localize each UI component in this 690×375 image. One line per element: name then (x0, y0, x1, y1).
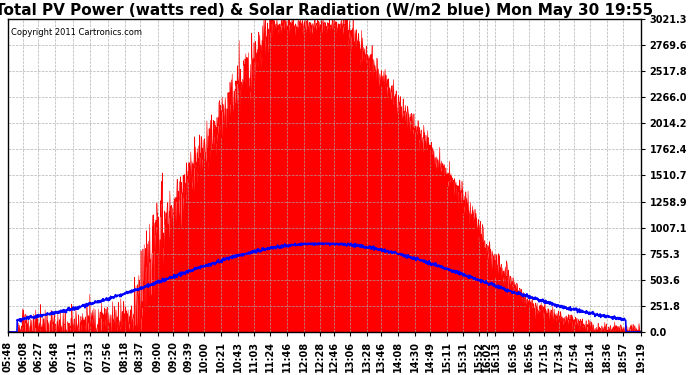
Title: Total PV Power (watts red) & Solar Radiation (W/m2 blue) Mon May 30 19:55: Total PV Power (watts red) & Solar Radia… (0, 3, 653, 18)
Text: Copyright 2011 Cartronics.com: Copyright 2011 Cartronics.com (11, 28, 142, 38)
